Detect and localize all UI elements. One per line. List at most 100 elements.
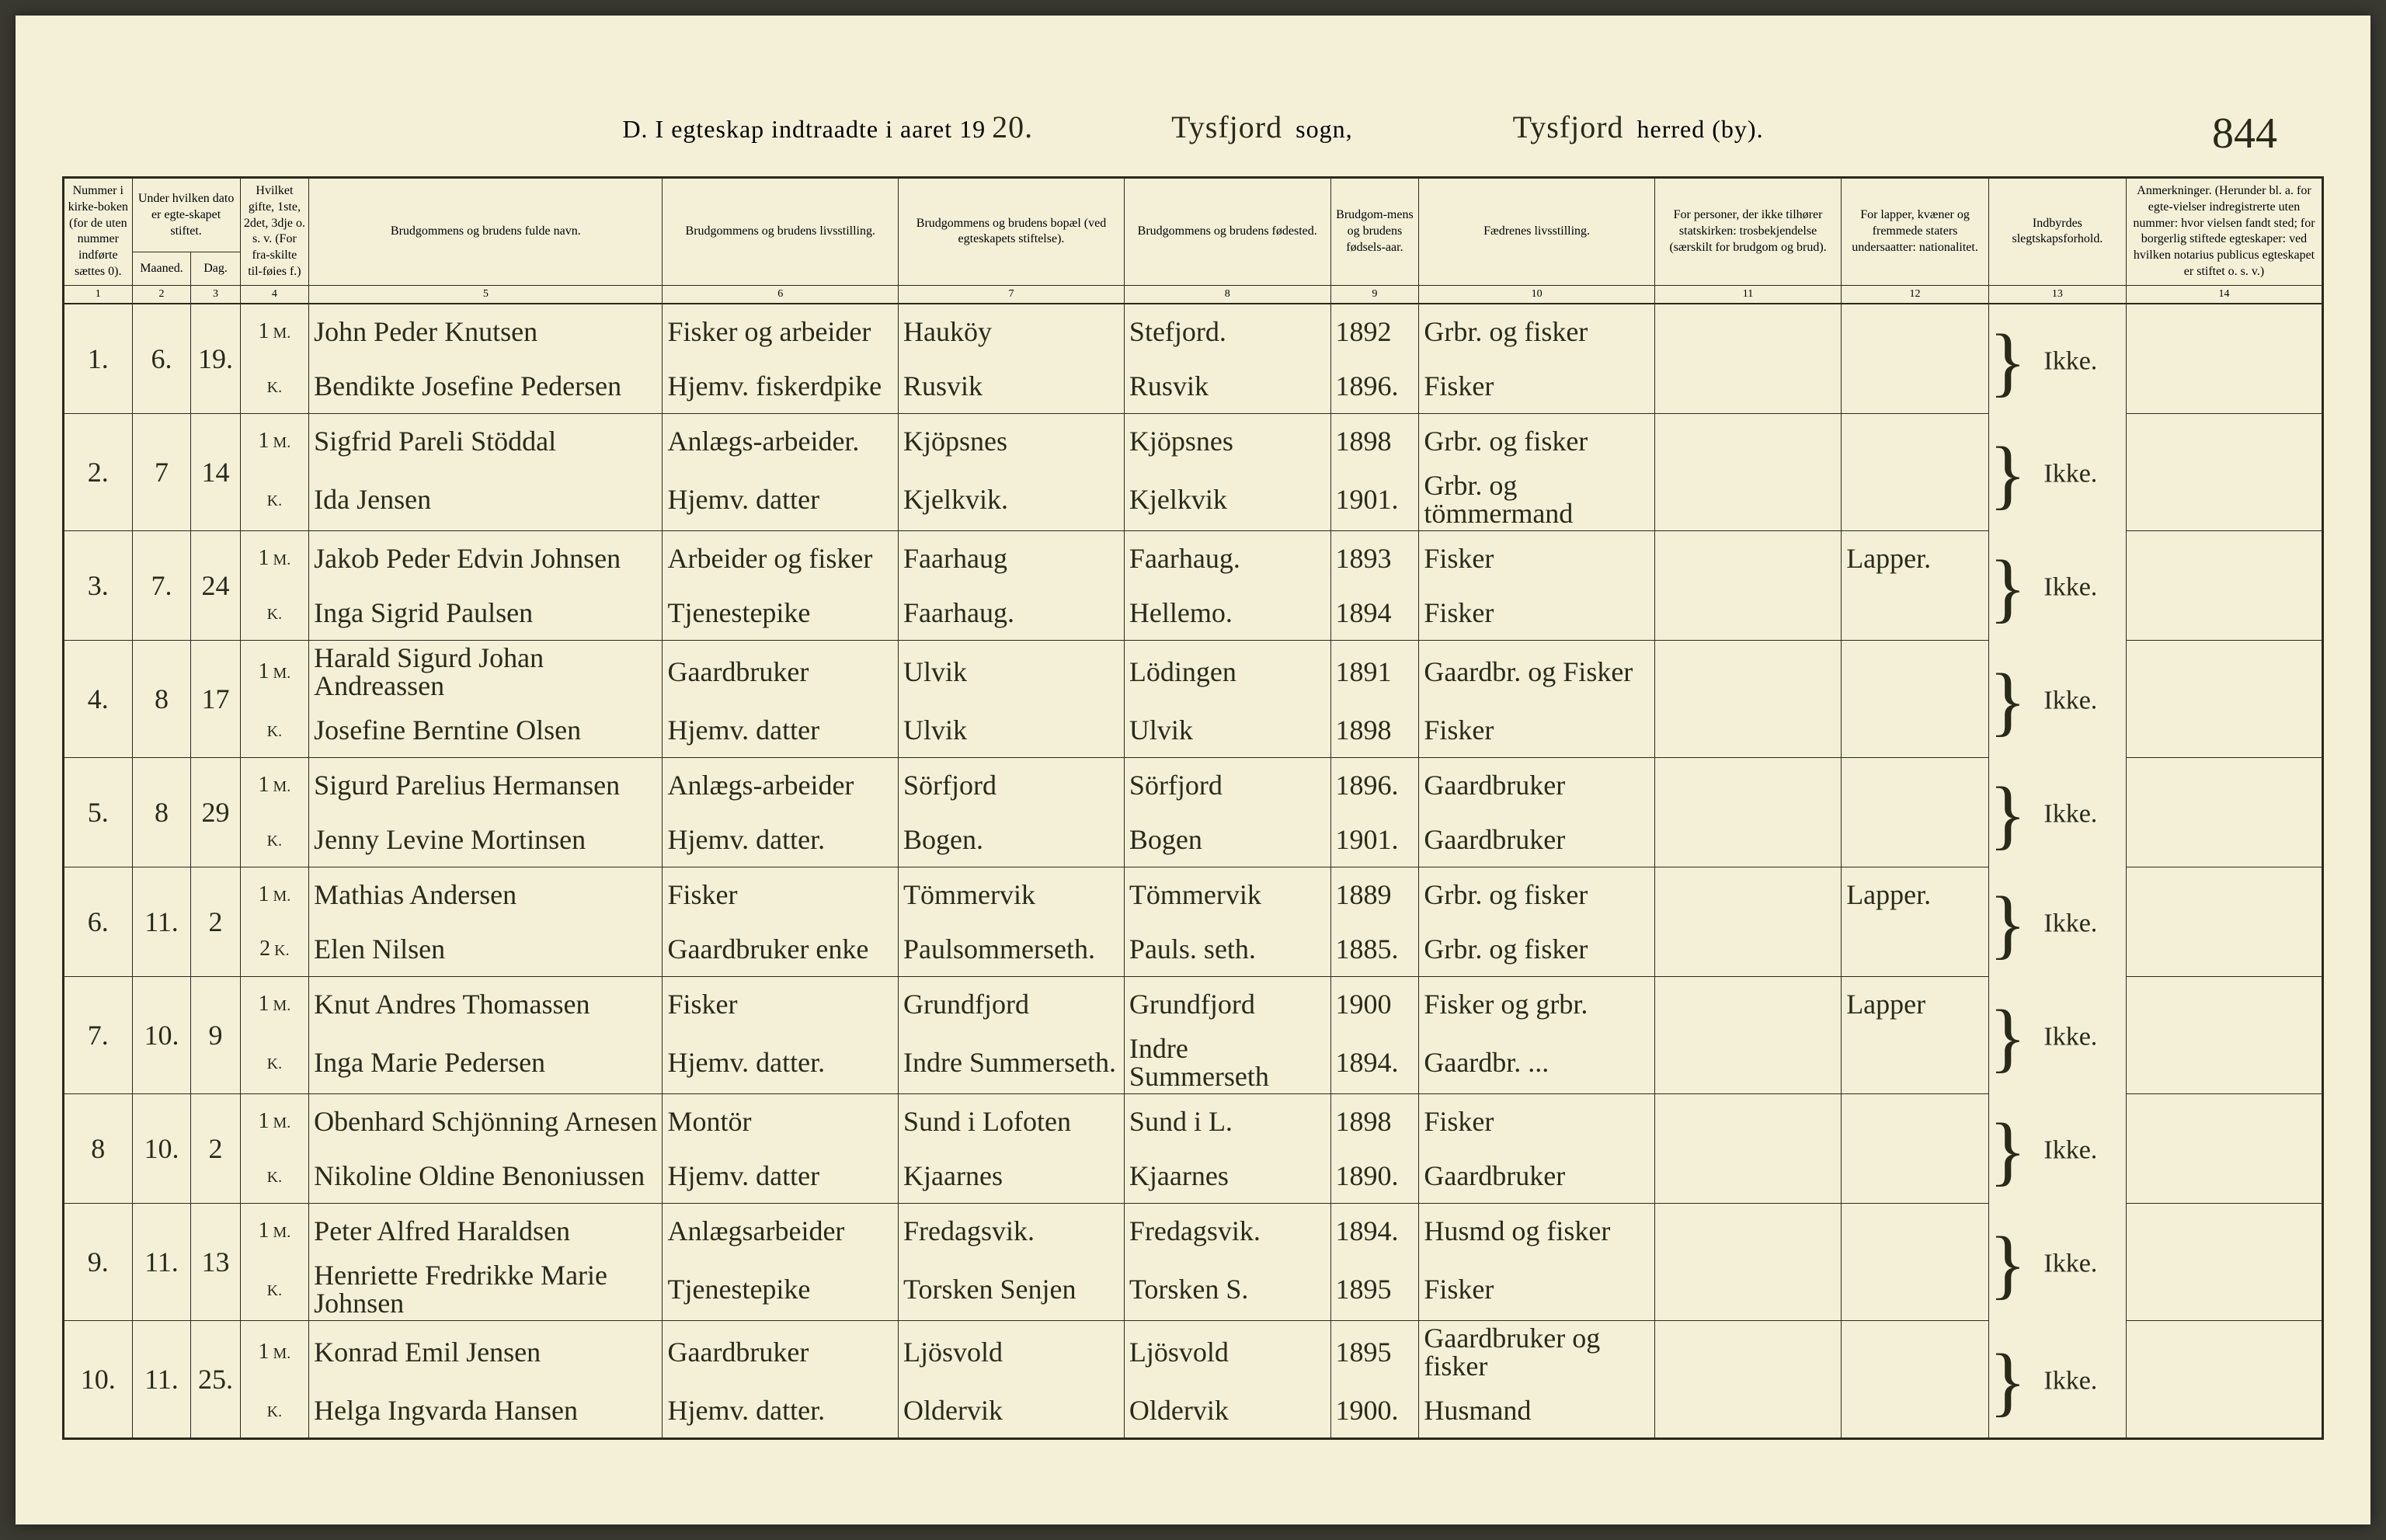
cell-aar: 1898 — [1330, 703, 1419, 758]
col-number: 12 — [1842, 285, 1989, 304]
cell-bopael: Sund i Lofoten — [899, 1093, 1125, 1149]
cell-name: Mathias Andersen — [309, 867, 663, 922]
cell-num: 3. — [64, 530, 133, 640]
header-herred-hw: Tysfjord — [1507, 110, 1630, 144]
cell-month: 8 — [132, 640, 191, 757]
col-header: Under hvilken dato er egte-skapet stifte… — [132, 178, 240, 252]
cell-nat: Lapper. — [1842, 530, 1989, 586]
table-body: 1.6.19.1 M.John Peder KnutsenFisker og a… — [64, 304, 2323, 1439]
cell-aar: 1900. — [1330, 1383, 1419, 1439]
col-header: Hvilket gifte, 1ste, 2det, 3dje o. s. v.… — [240, 178, 309, 286]
cell-fodested: Ulvik — [1124, 703, 1330, 758]
page-number: 844 — [2212, 109, 2277, 158]
cell-slegt: } Ikke. — [1988, 1203, 2126, 1320]
cell-aar: 1896. — [1330, 757, 1419, 812]
table-row: 4.8171 M.Harald Sigurd Johan AndreassenG… — [64, 640, 2323, 703]
cell-month: 11. — [132, 1203, 191, 1320]
cell-name: Josefine Berntine Olsen — [309, 703, 663, 758]
cell-slegt: } Ikke. — [1988, 304, 2126, 414]
cell-nat — [1842, 359, 1989, 414]
cell-nat — [1842, 1258, 1989, 1321]
cell-gifte-k: K. — [240, 359, 309, 414]
cell-aar: 1900 — [1330, 976, 1419, 1031]
cell-nat: Lapper — [1842, 976, 1989, 1031]
cell-bopael: Sörfjord — [899, 757, 1125, 812]
cell-fodested: Sörfjord — [1124, 757, 1330, 812]
cell-nat — [1842, 757, 1989, 812]
cell-month: 10. — [132, 1093, 191, 1203]
cell-fodested: Tömmervik — [1124, 867, 1330, 922]
cell-nat — [1842, 304, 1989, 359]
cell-aar: 1892 — [1330, 304, 1419, 359]
cell-stilling: Fisker — [663, 976, 899, 1031]
cell-stilling: Hjemv. datter — [663, 1149, 899, 1204]
cell-stilling: Tjenestepike — [663, 1258, 899, 1321]
table-row: K.Josefine Berntine OlsenHjemv. datterUl… — [64, 703, 2323, 758]
cell-faedre: Grbr. og fisker — [1419, 413, 1655, 468]
col-number: 5 — [309, 285, 663, 304]
col-header: Brudgommens og brudens fødested. — [1124, 178, 1330, 286]
cell-bopael: Kjaarnes — [899, 1149, 1125, 1204]
cell-nat — [1842, 1203, 1989, 1258]
cell-nat — [1842, 586, 1989, 641]
col-header: For lapper, kvæner og fremmede staters u… — [1842, 178, 1989, 286]
cell-gifte-m: 1 M. — [240, 757, 309, 812]
table-row: 6.11.21 M.Mathias AndersenFiskerTömmervi… — [64, 867, 2323, 922]
cell-name: Obenhard Schjönning Arnesen — [309, 1093, 663, 1149]
cell-num: 6. — [64, 867, 133, 976]
cell-gifte-m: 1 M. — [240, 1320, 309, 1383]
cell-gifte-k: K. — [240, 812, 309, 867]
cell-num: 1. — [64, 304, 133, 414]
col-header: For personer, der ikke tilhører statskir… — [1654, 178, 1841, 286]
cell-aar: 1894 — [1330, 586, 1419, 641]
cell-name: Knut Andres Thomassen — [309, 976, 663, 1031]
header-year: 20. — [986, 110, 1039, 144]
cell-slegt: } Ikke. — [1988, 530, 2126, 640]
cell-num: 7. — [64, 976, 133, 1093]
col-header: Brudgommens og brudens bopæl (ved egtesk… — [899, 178, 1125, 286]
col-number: 7 — [899, 285, 1125, 304]
cell-name: Helga Ingvarda Hansen — [309, 1383, 663, 1439]
cell-fodested: Torsken S. — [1124, 1258, 1330, 1321]
cell-faedre: Gaardbruker — [1419, 757, 1655, 812]
cell-fodested: Oldervik — [1124, 1383, 1330, 1439]
cell-fodested: Ljösvold — [1124, 1320, 1330, 1383]
col-header: Dag. — [191, 252, 240, 286]
cell-tros — [1654, 922, 1841, 977]
cell-slegt: } Ikke. — [1988, 1320, 2126, 1438]
cell-slegt: } Ikke. — [1988, 976, 2126, 1093]
cell-aar: 1896. — [1330, 359, 1419, 414]
cell-aar: 1895 — [1330, 1258, 1419, 1321]
cell-gifte-m: 1 M. — [240, 1093, 309, 1149]
cell-name: Peter Alfred Haraldsen — [309, 1203, 663, 1258]
cell-slegt: } Ikke. — [1988, 1093, 2126, 1203]
page-header: D. I egteskap indtraadte i aaret 1920. T… — [62, 109, 2324, 145]
cell-stilling: Hjemv. datter. — [663, 1383, 899, 1439]
cell-slegt: } Ikke. — [1988, 867, 2126, 976]
cell-gifte-m: 1 M. — [240, 976, 309, 1031]
cell-faedre: Grbr. og fisker — [1419, 922, 1655, 977]
cell-anm — [2126, 530, 2322, 640]
cell-month: 7 — [132, 413, 191, 530]
cell-anm — [2126, 640, 2322, 757]
cell-tros — [1654, 304, 1841, 359]
cell-name: John Peder Knutsen — [309, 304, 663, 359]
cell-bopael: Hauköy — [899, 304, 1125, 359]
col-number: 2 — [132, 285, 191, 304]
table-row: K.Helga Ingvarda HansenHjemv. datter.Old… — [64, 1383, 2323, 1439]
cell-nat — [1842, 413, 1989, 468]
cell-fodested: Kjöpsnes — [1124, 413, 1330, 468]
cell-stilling: Arbeider og fisker — [663, 530, 899, 586]
cell-month: 8 — [132, 757, 191, 867]
cell-nat: Lapper. — [1842, 867, 1989, 922]
cell-num: 10. — [64, 1320, 133, 1438]
cell-aar: 1901. — [1330, 812, 1419, 867]
cell-name: Henriette Fredrikke Marie Johnsen — [309, 1258, 663, 1321]
cell-name: Inga Sigrid Paulsen — [309, 586, 663, 641]
cell-name: Inga Marie Pedersen — [309, 1031, 663, 1094]
table-row: K.Bendikte Josefine PedersenHjemv. fiske… — [64, 359, 2323, 414]
table-row: K.Inga Sigrid PaulsenTjenestepikeFaarhau… — [64, 586, 2323, 641]
cell-gifte-k: 2 K. — [240, 922, 309, 977]
cell-bopael: Kjöpsnes — [899, 413, 1125, 468]
cell-name: Elen Nilsen — [309, 922, 663, 977]
